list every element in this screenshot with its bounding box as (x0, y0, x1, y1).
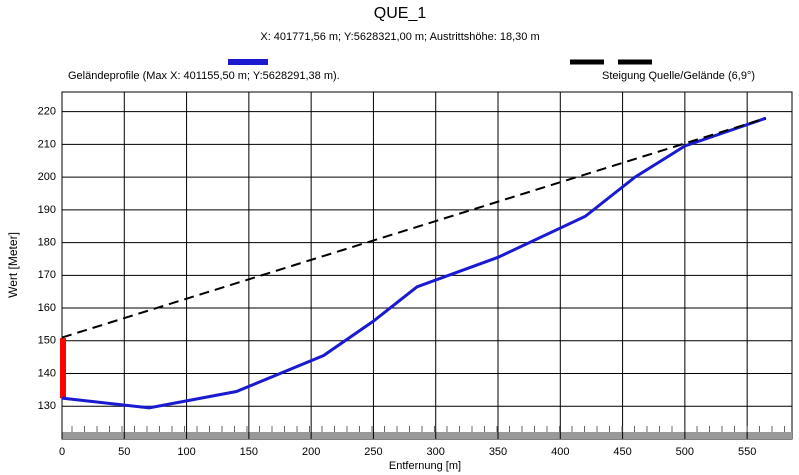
y-tick-label: 170 (38, 269, 56, 281)
y-tick-label: 130 (38, 400, 56, 412)
x-tick-label: 100 (177, 446, 195, 458)
y-tick-label: 200 (38, 171, 56, 183)
x-axis-label: Entfernung [m] (389, 460, 461, 472)
legend-swatch (228, 59, 268, 65)
chart-subtitle: X: 401771,56 m; Y:5628321,00 m; Austritt… (260, 31, 539, 43)
x-tick-label: 200 (302, 446, 320, 458)
chart-title: QUE_1 (374, 5, 427, 22)
y-tick-label: 180 (38, 236, 56, 248)
x-tick-label: 350 (489, 446, 507, 458)
series-line (61, 117, 767, 339)
y-tick-label: 220 (38, 106, 56, 118)
x-tick-label: 450 (613, 446, 631, 458)
y-tick-label: 150 (38, 335, 56, 347)
legend-label: Geländeprofile (Max X: 401155,50 m; Y:56… (68, 70, 340, 82)
y-tick-label: 190 (38, 204, 56, 216)
y-tick-label: 210 (38, 138, 56, 150)
x-tick-label: 400 (551, 446, 569, 458)
series-line (61, 116, 767, 410)
legend-label: Steigung Quelle/Gelände (6,9°) (602, 70, 755, 82)
x-tick-label: 50 (118, 446, 130, 458)
ruler-bar (62, 432, 792, 439)
x-tick-label: 500 (676, 446, 694, 458)
x-tick-label: 300 (427, 446, 445, 458)
y-axis-label: Wert [Meter] (6, 232, 20, 298)
y-tick-label: 140 (38, 367, 56, 379)
y-tick-label: 160 (38, 302, 56, 314)
x-tick-label: 250 (364, 446, 382, 458)
x-tick-label: 150 (240, 446, 258, 458)
x-tick-label: 550 (738, 446, 756, 458)
x-tick-label: 0 (59, 446, 65, 458)
